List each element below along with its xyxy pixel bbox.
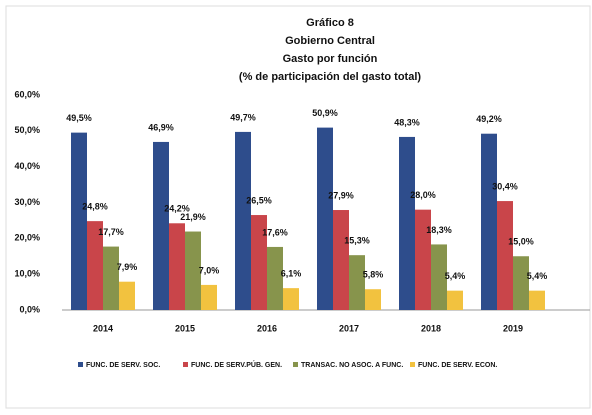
bar bbox=[235, 131, 251, 310]
chart-title: Gráfico 8 bbox=[306, 17, 354, 29]
bar bbox=[317, 127, 333, 310]
value-label: 26,5% bbox=[246, 195, 272, 205]
bar bbox=[153, 141, 169, 310]
x-tick-label: 2018 bbox=[421, 323, 441, 333]
value-label: 6,1% bbox=[281, 269, 302, 279]
bar bbox=[251, 215, 267, 310]
y-tick-label: 20,0% bbox=[14, 233, 40, 243]
value-label: 24,2% bbox=[164, 204, 190, 214]
bar bbox=[431, 244, 447, 310]
bar bbox=[513, 256, 529, 310]
legend-swatch bbox=[183, 362, 188, 367]
legend-swatch bbox=[78, 362, 83, 367]
chart-subtitle: Gasto por función bbox=[283, 53, 378, 65]
x-tick-label: 2016 bbox=[257, 323, 277, 333]
value-label: 17,7% bbox=[98, 227, 124, 237]
bar bbox=[267, 246, 283, 310]
bar bbox=[365, 289, 381, 310]
bar bbox=[399, 136, 415, 310]
chart-subtitle: (% de participación del gasto total) bbox=[239, 71, 421, 83]
value-label: 5,4% bbox=[445, 271, 466, 281]
bar bbox=[497, 201, 513, 310]
y-tick-label: 40,0% bbox=[14, 161, 40, 171]
value-label: 27,9% bbox=[328, 190, 354, 200]
value-label: 24,8% bbox=[82, 202, 108, 212]
y-tick-label: 0,0% bbox=[19, 304, 40, 314]
bar bbox=[283, 288, 299, 310]
value-label: 49,5% bbox=[66, 113, 92, 123]
legend-swatch bbox=[410, 362, 415, 367]
legend-label: TRANSAC. NO ASOC. A FUNC. bbox=[301, 362, 403, 369]
value-label: 15,0% bbox=[508, 237, 534, 247]
value-label: 30,4% bbox=[492, 181, 518, 191]
bar bbox=[103, 246, 119, 310]
bar bbox=[185, 231, 201, 310]
y-tick-label: 60,0% bbox=[14, 89, 40, 99]
legend-label: FUNC. DE SERV. SOC. bbox=[86, 362, 160, 369]
value-label: 15,3% bbox=[344, 236, 370, 246]
value-label: 18,3% bbox=[426, 225, 452, 235]
x-tick-label: 2019 bbox=[503, 323, 523, 333]
bar bbox=[447, 290, 463, 310]
value-label: 48,3% bbox=[394, 117, 420, 127]
value-label: 21,9% bbox=[180, 212, 206, 222]
bar bbox=[71, 132, 87, 310]
x-tick-label: 2015 bbox=[175, 323, 195, 333]
value-label: 5,4% bbox=[527, 271, 548, 281]
value-label: 7,0% bbox=[199, 265, 220, 275]
chart-subtitle: Gobierno Central bbox=[285, 35, 375, 47]
value-label: 46,9% bbox=[148, 122, 174, 132]
value-label: 28,0% bbox=[410, 190, 436, 200]
legend-label: FUNC. DE SERV.PÚB. GEN. bbox=[191, 360, 282, 369]
bar bbox=[119, 281, 135, 310]
legend-label: FUNC. DE SERV. ECON. bbox=[418, 362, 497, 369]
value-label: 49,2% bbox=[476, 114, 502, 124]
value-label: 7,9% bbox=[117, 262, 138, 272]
legend-swatch bbox=[293, 362, 298, 367]
y-tick-label: 30,0% bbox=[14, 197, 40, 207]
y-tick-label: 10,0% bbox=[14, 269, 40, 279]
bar bbox=[333, 210, 349, 310]
value-label: 5,8% bbox=[363, 270, 384, 280]
bar bbox=[169, 223, 185, 310]
bar bbox=[349, 255, 365, 310]
value-label: 17,6% bbox=[262, 227, 288, 237]
bar bbox=[87, 221, 103, 310]
y-tick-label: 50,0% bbox=[14, 125, 40, 135]
value-label: 49,7% bbox=[230, 112, 256, 122]
bar bbox=[481, 133, 497, 310]
bar bbox=[201, 284, 217, 310]
bar bbox=[529, 290, 545, 310]
x-tick-label: 2017 bbox=[339, 323, 359, 333]
bar bbox=[415, 209, 431, 310]
value-label: 50,9% bbox=[312, 108, 338, 118]
x-tick-label: 2014 bbox=[93, 323, 113, 333]
